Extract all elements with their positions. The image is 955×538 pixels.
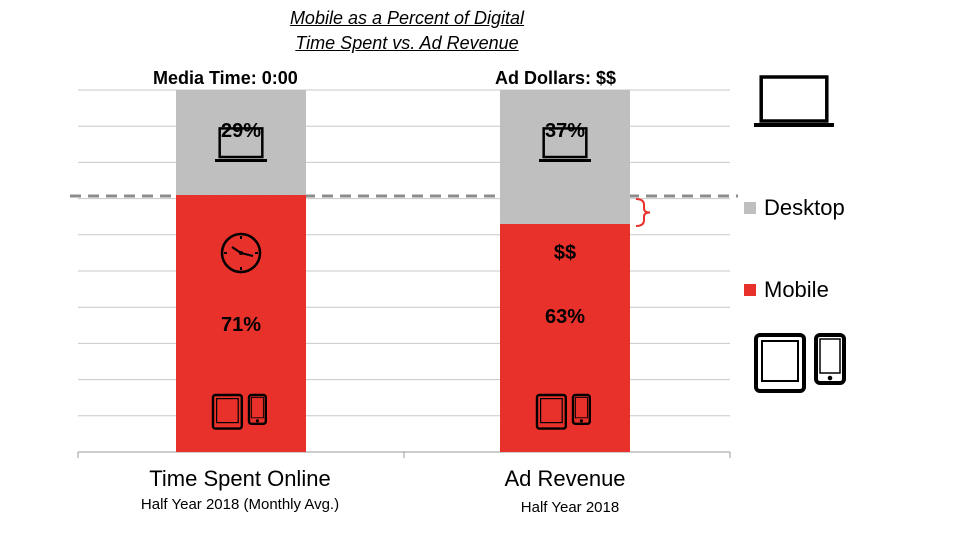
- phone-body: [247, 393, 267, 425]
- data-label-desktop: 37%: [545, 120, 585, 142]
- laptop-screen: [759, 75, 829, 123]
- tablet-phone-icon: [211, 393, 267, 430]
- bar-desktop: [176, 90, 306, 195]
- gridlines: [70, 89, 738, 458]
- clock-icon: [220, 232, 262, 274]
- laptop-base: [754, 123, 834, 127]
- phone-button: [827, 375, 833, 381]
- legend-label-mobile: Mobile: [764, 277, 829, 302]
- tablet-screen: [761, 340, 799, 382]
- gap-bracket: [635, 197, 651, 227]
- column-header-media-time: Media Time: 0:00: [153, 68, 298, 88]
- tablet-screen: [216, 398, 239, 424]
- laptop-screen: [542, 127, 588, 159]
- phone-screen: [819, 338, 841, 374]
- category-subtitle-ad-revenue: Half Year 2018: [520, 499, 620, 516]
- phone-body: [571, 393, 591, 425]
- laptop-screen: [218, 127, 264, 159]
- category-label-ad-revenue: Ad Revenue: [504, 466, 626, 491]
- tablet-body: [535, 393, 567, 430]
- data-label-mobile: 63%: [545, 306, 585, 328]
- legend-item-mobile: Mobile: [744, 277, 829, 303]
- chart-icons: [211, 75, 846, 430]
- chart-title-line2: Time Spent vs. Ad Revenue: [295, 33, 519, 53]
- phone-screen: [574, 396, 588, 419]
- legend-laptop-icon: [754, 75, 834, 127]
- laptop-base: [539, 159, 591, 162]
- tablet-screen: [539, 398, 563, 424]
- tablet-body: [211, 393, 243, 430]
- annotation-dollar: $$: [554, 242, 576, 264]
- legend-item-desktop: Desktop: [744, 195, 845, 221]
- clock-center: [239, 251, 243, 255]
- tablet-body: [754, 333, 806, 393]
- phone-button: [255, 419, 259, 423]
- phone-screen: [250, 396, 264, 419]
- legend-swatch-mobile: [744, 284, 756, 296]
- laptop-base: [215, 159, 267, 162]
- phone-body: [814, 333, 846, 385]
- clock-hand: [240, 252, 254, 257]
- tablet-phone-icon: [535, 393, 591, 430]
- data-label-mobile: 71%: [221, 314, 261, 336]
- chart-title-line1: Mobile as a Percent of Digital: [289, 8, 525, 28]
- data-labels: 29% 71% 37% 63% $$: [221, 120, 585, 336]
- clock-face: [220, 232, 262, 274]
- column-header-ad-dollars: Ad Dollars: $$: [495, 68, 617, 88]
- legend-label-desktop: Desktop: [764, 195, 845, 220]
- laptop-icon: [215, 127, 267, 162]
- legend-swatch-desktop: [744, 202, 756, 214]
- category-subtitle-time-spent: Half Year 2018 (Monthly Avg.): [140, 496, 340, 513]
- laptop-icon: [539, 127, 591, 162]
- legend-tablet-phone-icon: [754, 333, 846, 393]
- category-label-time-spent: Time Spent Online: [149, 466, 331, 491]
- data-label-desktop: 29%: [221, 120, 261, 142]
- phone-button: [579, 419, 583, 423]
